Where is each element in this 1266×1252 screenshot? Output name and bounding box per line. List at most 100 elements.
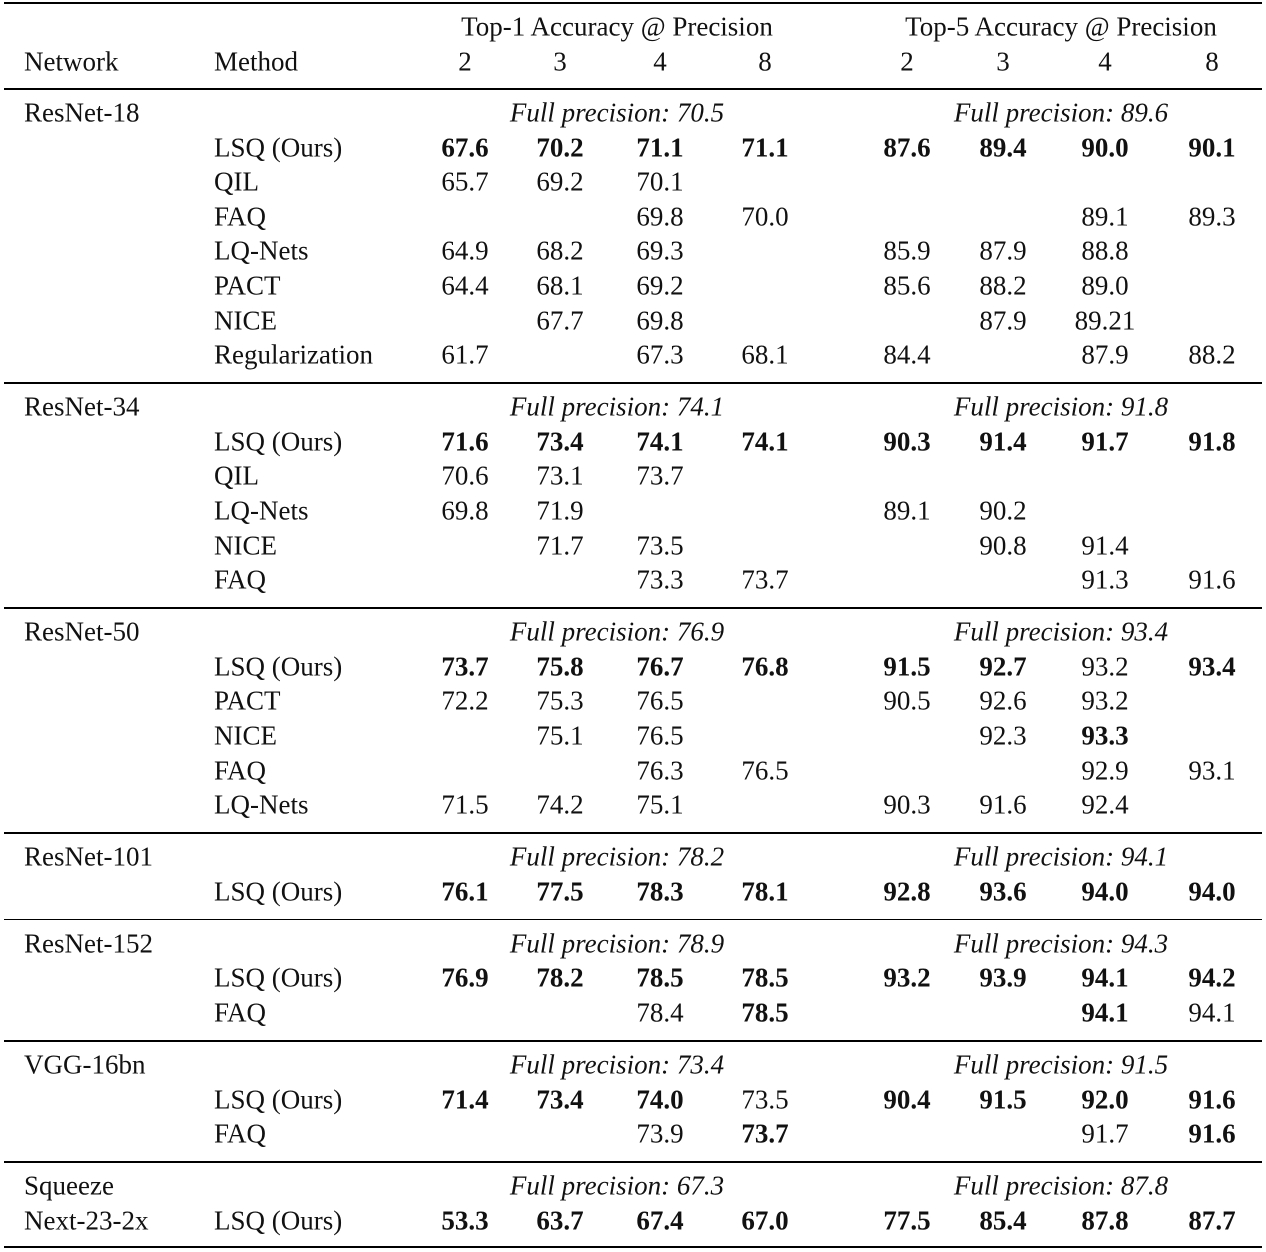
- accuracy-cell: 84.4: [883, 339, 931, 370]
- method-name: LSQ (Ours): [214, 962, 343, 993]
- accuracy-cell: 93.4: [1188, 651, 1236, 682]
- accuracy-cell: 91.7: [1081, 426, 1129, 457]
- method-name: LSQ (Ours): [214, 651, 343, 682]
- accuracy-cell: 76.5: [636, 720, 684, 751]
- network-name: Squeeze: [24, 1170, 114, 1201]
- accuracy-cell: 73.4: [536, 1084, 584, 1115]
- bit-header: 8: [758, 46, 772, 77]
- method-name: LQ-Nets: [214, 789, 309, 820]
- accuracy-cell: 92.8: [883, 876, 931, 907]
- accuracy-cell: 71.9: [536, 495, 584, 526]
- full-precision: Full precision: 94.3: [953, 928, 1169, 959]
- accuracy-cell: 75.1: [636, 789, 684, 820]
- accuracy-cell: 85.6: [883, 270, 931, 301]
- accuracy-cell: 87.6: [883, 132, 931, 163]
- accuracy-cell: 93.2: [883, 962, 931, 993]
- full-precision: Full precision: 76.9: [509, 616, 725, 647]
- accuracy-cell: 61.7: [441, 339, 489, 370]
- full-precision: Full precision: 70.5: [509, 97, 725, 128]
- network-name: ResNet-101: [24, 841, 153, 872]
- accuracy-cell: 71.1: [741, 132, 789, 163]
- accuracy-cell: 94.0: [1081, 876, 1129, 907]
- group-rule: [4, 1040, 1262, 1042]
- accuracy-cell: 67.3: [636, 339, 684, 370]
- network-name: VGG-16bn: [24, 1049, 146, 1080]
- accuracy-cell: 69.8: [636, 305, 684, 336]
- accuracy-cell: 93.1: [1188, 755, 1236, 786]
- accuracy-cell: 69.8: [636, 201, 684, 232]
- accuracy-cell: 89.21: [1074, 305, 1136, 336]
- accuracy-cell: 71.5: [441, 789, 489, 820]
- accuracy-cell: 78.3: [636, 876, 684, 907]
- full-precision: Full precision: 89.6: [953, 97, 1169, 128]
- accuracy-cell: 94.1: [1081, 962, 1129, 993]
- accuracy-cell: 64.9: [441, 235, 489, 266]
- bit-header: 2: [458, 46, 472, 77]
- accuracy-cell: 91.6: [1188, 1084, 1236, 1115]
- accuracy-cell: 78.5: [741, 962, 789, 993]
- full-precision: Full precision: 78.2: [509, 841, 725, 872]
- accuracy-cell: 78.1: [741, 876, 789, 907]
- accuracy-cell: 71.4: [441, 1084, 489, 1115]
- accuracy-cell: 89.4: [979, 132, 1027, 163]
- accuracy-cell: 91.6: [979, 789, 1027, 820]
- header-rule: [4, 88, 1262, 90]
- accuracy-cell: 92.0: [1081, 1084, 1129, 1115]
- accuracy-cell: 91.4: [979, 426, 1027, 457]
- accuracy-cell: 64.4: [441, 270, 489, 301]
- network-name: ResNet-34: [24, 391, 140, 422]
- accuracy-cell: 94.1: [1081, 997, 1129, 1028]
- accuracy-cell: 67.4: [636, 1205, 684, 1236]
- accuracy-cell: 93.2: [1081, 651, 1129, 682]
- accuracy-cell: 74.2: [536, 789, 584, 820]
- accuracy-cell: 76.9: [441, 962, 489, 993]
- accuracy-cell: 92.6: [979, 685, 1027, 716]
- accuracy-cell: 93.6: [979, 876, 1027, 907]
- accuracy-cell: 87.8: [1081, 1205, 1129, 1236]
- network-name: ResNet-152: [24, 928, 153, 959]
- accuracy-cell: 91.5: [979, 1084, 1027, 1115]
- accuracy-cell: 71.1: [636, 132, 684, 163]
- method-name: LQ-Nets: [214, 235, 309, 266]
- accuracy-cell: 92.4: [1081, 789, 1129, 820]
- accuracy-cell: 73.4: [536, 426, 584, 457]
- accuracy-cell: 90.0: [1081, 132, 1129, 163]
- accuracy-cell: 68.1: [741, 339, 789, 370]
- accuracy-cell: 69.3: [636, 235, 684, 266]
- method-name: FAQ: [214, 997, 267, 1028]
- accuracy-cell: 89.3: [1188, 201, 1236, 232]
- accuracy-cell: 85.9: [883, 235, 931, 266]
- accuracy-cell: 68.2: [536, 235, 584, 266]
- method-header: Method: [214, 46, 298, 77]
- method-name: NICE: [214, 720, 277, 751]
- full-precision: Full precision: 74.1: [509, 391, 725, 422]
- accuracy-cell: 71.7: [536, 530, 584, 561]
- network-header: Network: [24, 46, 119, 77]
- accuracy-cell: 90.4: [883, 1084, 931, 1115]
- accuracy-cell: 69.2: [636, 270, 684, 301]
- method-name: LSQ (Ours): [214, 426, 343, 457]
- method-name: LQ-Nets: [214, 495, 309, 526]
- accuracy-cell: 91.7: [1081, 1118, 1129, 1149]
- accuracy-cell: 78.2: [536, 962, 584, 993]
- accuracy-cell: 93.3: [1081, 720, 1129, 751]
- accuracy-cell: 69.2: [536, 166, 584, 197]
- accuracy-cell: 94.1: [1188, 997, 1236, 1028]
- accuracy-cell: 76.5: [636, 685, 684, 716]
- bit-header: 2: [900, 46, 914, 77]
- accuracy-cell: 94.0: [1188, 876, 1236, 907]
- accuracy-cell: 87.9: [1081, 339, 1129, 370]
- full-precision: Full precision: 78.9: [509, 928, 725, 959]
- accuracy-cell: 90.5: [883, 685, 931, 716]
- group-rule: [4, 607, 1262, 609]
- top5-header: Top-5 Accuracy @ Precision: [905, 11, 1217, 42]
- accuracy-cell: 87.9: [979, 235, 1027, 266]
- top-rule: [4, 2, 1262, 4]
- bit-header: 3: [996, 46, 1010, 77]
- accuracy-cell: 65.7: [441, 166, 489, 197]
- accuracy-cell: 76.7: [636, 651, 684, 682]
- method-name: LSQ (Ours): [214, 132, 343, 163]
- accuracy-cell: 70.6: [441, 460, 489, 491]
- accuracy-cell: 91.6: [1188, 564, 1236, 595]
- accuracy-cell: 69.8: [441, 495, 489, 526]
